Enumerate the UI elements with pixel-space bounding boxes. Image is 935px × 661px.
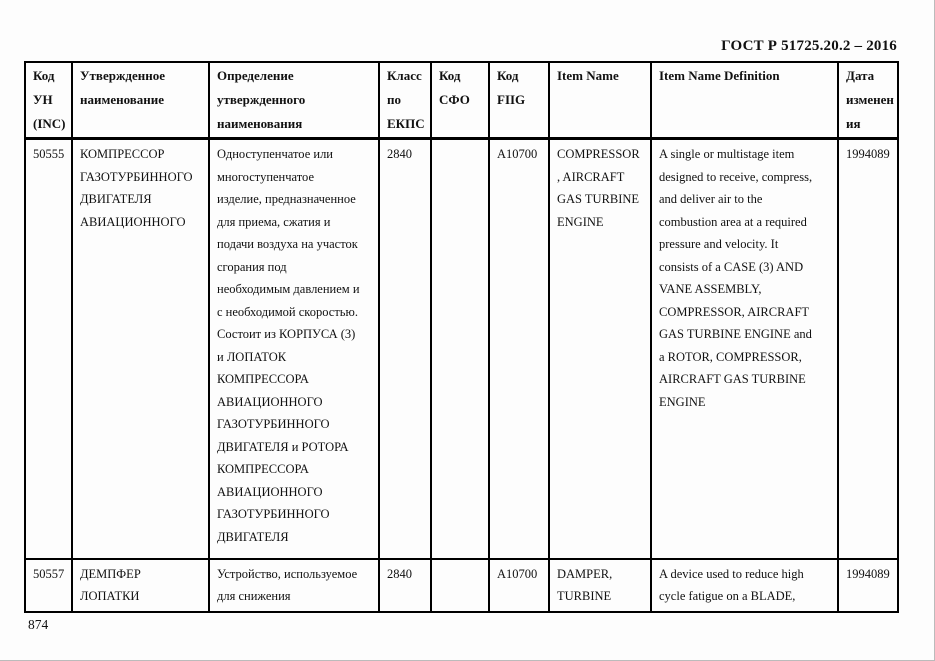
header-item-name-definition: Item Name Definition [650, 61, 839, 140]
cell-inc-code: 50555 [24, 137, 73, 560]
header-inc-code: Код УН (INC) [24, 61, 73, 140]
cell-item-name: COMPRESSOR , AIRCRAFT GAS TURBINE ENGINE [548, 137, 652, 560]
cell-inc-code: 50557 [24, 557, 73, 613]
cell-ekps-class: 2840 [378, 557, 432, 613]
header-approved-name-definition: Определение утвержденного наименования [208, 61, 380, 140]
cell-approved-name: ДЕМПФЕР ЛОПАТКИ [71, 557, 210, 613]
header-row: Код УН (INC) Утвержденное наименование О… [24, 61, 899, 140]
cell-sfo-code [430, 557, 490, 613]
cell-definition-ru: Одноступенчатое или многоступенчатое изд… [208, 137, 380, 560]
cell-item-name-definition: A device used to reduce high cycle fatig… [650, 557, 839, 613]
header-ekps-class: Класс по ЕКПС [378, 61, 432, 140]
page-number: 874 [28, 616, 49, 632]
cell-change-date: 1994089 [837, 557, 899, 613]
header-fiig-code: Код FIIG [488, 61, 550, 140]
header-approved-name: Утвержденное наименование [71, 61, 210, 140]
cell-approved-name: КОМПРЕССОР ГАЗОТУРБИННОГО ДВИГАТЕЛЯ АВИА… [71, 137, 210, 560]
cell-item-name-definition: A single or multistage item designed to … [650, 137, 839, 560]
header-change-date: Дата изменен ия [837, 61, 899, 140]
cell-fiig-code: A10700 [488, 137, 550, 560]
cell-fiig-code: A10700 [488, 557, 550, 613]
gost-table: Код УН (INC) Утвержденное наименование О… [24, 61, 899, 613]
cell-ekps-class: 2840 [378, 137, 432, 560]
cell-change-date: 1994089 [837, 137, 899, 560]
cell-definition-ru: Устройство, используемое для снижения [208, 557, 380, 613]
header-item-name: Item Name [548, 61, 652, 140]
table-row: 50557 ДЕМПФЕР ЛОПАТКИ Устройство, исполь… [24, 557, 899, 613]
cell-item-name: DAMPER, TURBINE [548, 557, 652, 613]
table-row: 50555 КОМПРЕССОР ГАЗОТУРБИННОГО ДВИГАТЕЛ… [24, 137, 899, 560]
header-sfo-code: Код СФО [430, 61, 490, 140]
doc-title: ГОСТ Р 51725.20.2 – 2016 [721, 38, 897, 54]
cell-sfo-code [430, 137, 490, 560]
